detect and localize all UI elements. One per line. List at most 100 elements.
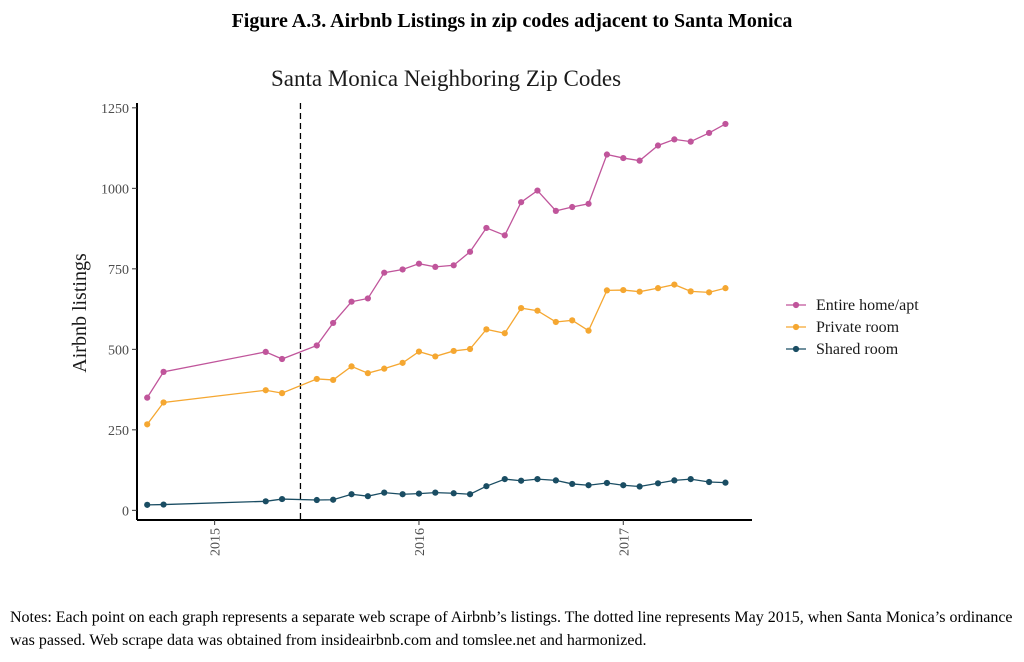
data-point (620, 155, 626, 161)
data-point (585, 328, 591, 334)
data-point (365, 493, 371, 499)
data-point (381, 270, 387, 276)
y-tick-label: 250 (108, 424, 129, 439)
data-point (144, 421, 150, 427)
data-point (655, 285, 661, 291)
data-point (381, 490, 387, 496)
legend-marker (793, 346, 799, 352)
legend-label: Shared room (816, 341, 899, 358)
data-point (534, 476, 540, 482)
data-point (160, 369, 166, 375)
data-point (432, 353, 438, 359)
data-point (263, 498, 269, 504)
data-point (348, 299, 354, 305)
series-group (144, 121, 728, 508)
legend: Entire home/apt Private room Shared room (786, 297, 919, 358)
data-point (160, 399, 166, 405)
data-point (671, 136, 677, 142)
data-point (722, 480, 728, 486)
data-point (416, 348, 422, 354)
data-point (569, 481, 575, 487)
chart-title: Santa Monica Neighboring Zip Codes (271, 66, 621, 91)
data-point (330, 320, 336, 326)
legend-marker (793, 302, 799, 308)
chart: Santa Monica Neighboring Zip Codes Airbn… (0, 0, 1024, 600)
chart-svg: Santa Monica Neighboring Zip Codes Airbn… (0, 0, 1024, 600)
data-point (518, 478, 524, 484)
data-point (502, 232, 508, 238)
data-point (553, 319, 559, 325)
data-point (722, 121, 728, 127)
legend-marker (793, 324, 799, 330)
y-tick-label: 1000 (101, 182, 129, 197)
data-point (451, 490, 457, 496)
data-point (534, 308, 540, 314)
data-point (330, 377, 336, 383)
data-point (483, 483, 489, 489)
data-point (400, 491, 406, 497)
data-point (620, 287, 626, 293)
data-point (432, 264, 438, 270)
data-point (314, 342, 320, 348)
data-point (467, 249, 473, 255)
data-point (637, 289, 643, 295)
y-tick-label: 750 (108, 263, 129, 278)
data-point (416, 490, 422, 496)
data-point (534, 187, 540, 193)
y-tick-label: 0 (122, 504, 129, 519)
data-point (483, 225, 489, 231)
data-point (518, 199, 524, 205)
data-point (688, 288, 694, 294)
data-point (604, 287, 610, 293)
data-point (348, 363, 354, 369)
data-point (144, 502, 150, 508)
data-point (400, 360, 406, 366)
data-point (553, 477, 559, 483)
data-point (620, 482, 626, 488)
data-point (688, 139, 694, 145)
data-point (279, 496, 285, 502)
data-point (637, 483, 643, 489)
figure-notes: Notes: Each point on each graph represen… (10, 606, 1014, 652)
data-point (160, 501, 166, 507)
data-point (655, 142, 661, 148)
data-point (706, 479, 712, 485)
data-point (381, 366, 387, 372)
data-point (314, 497, 320, 503)
data-point (518, 305, 524, 311)
x-tick-label: 2016 (413, 528, 428, 556)
data-point (144, 395, 150, 401)
data-point (655, 480, 661, 486)
data-point (671, 477, 677, 483)
data-point (416, 261, 422, 267)
data-point (451, 348, 457, 354)
data-point (483, 326, 489, 332)
data-point (604, 151, 610, 157)
y-tick-label: 500 (108, 343, 129, 358)
data-point (706, 130, 712, 136)
data-point (263, 387, 269, 393)
data-point (330, 497, 336, 503)
data-point (706, 289, 712, 295)
data-point (585, 201, 591, 207)
y-axis-title: Airbnb listings (69, 253, 91, 373)
data-point (553, 208, 559, 214)
legend-label: Private room (816, 319, 900, 336)
data-point (569, 317, 575, 323)
data-point (279, 390, 285, 396)
axes: 0 250 500 750 1000 1250 2015 2016 2017 (101, 102, 752, 556)
data-point (722, 285, 728, 291)
data-point (263, 349, 269, 355)
y-tick-label: 1250 (101, 102, 129, 117)
data-point (502, 330, 508, 336)
data-point (585, 482, 591, 488)
data-point (400, 266, 406, 272)
data-point (671, 282, 677, 288)
legend-label: Entire home/apt (816, 297, 919, 314)
data-point (637, 158, 643, 164)
data-point (688, 476, 694, 482)
data-point (279, 356, 285, 362)
data-point (451, 262, 457, 268)
x-tick-label: 2015 (209, 528, 224, 556)
data-point (502, 476, 508, 482)
